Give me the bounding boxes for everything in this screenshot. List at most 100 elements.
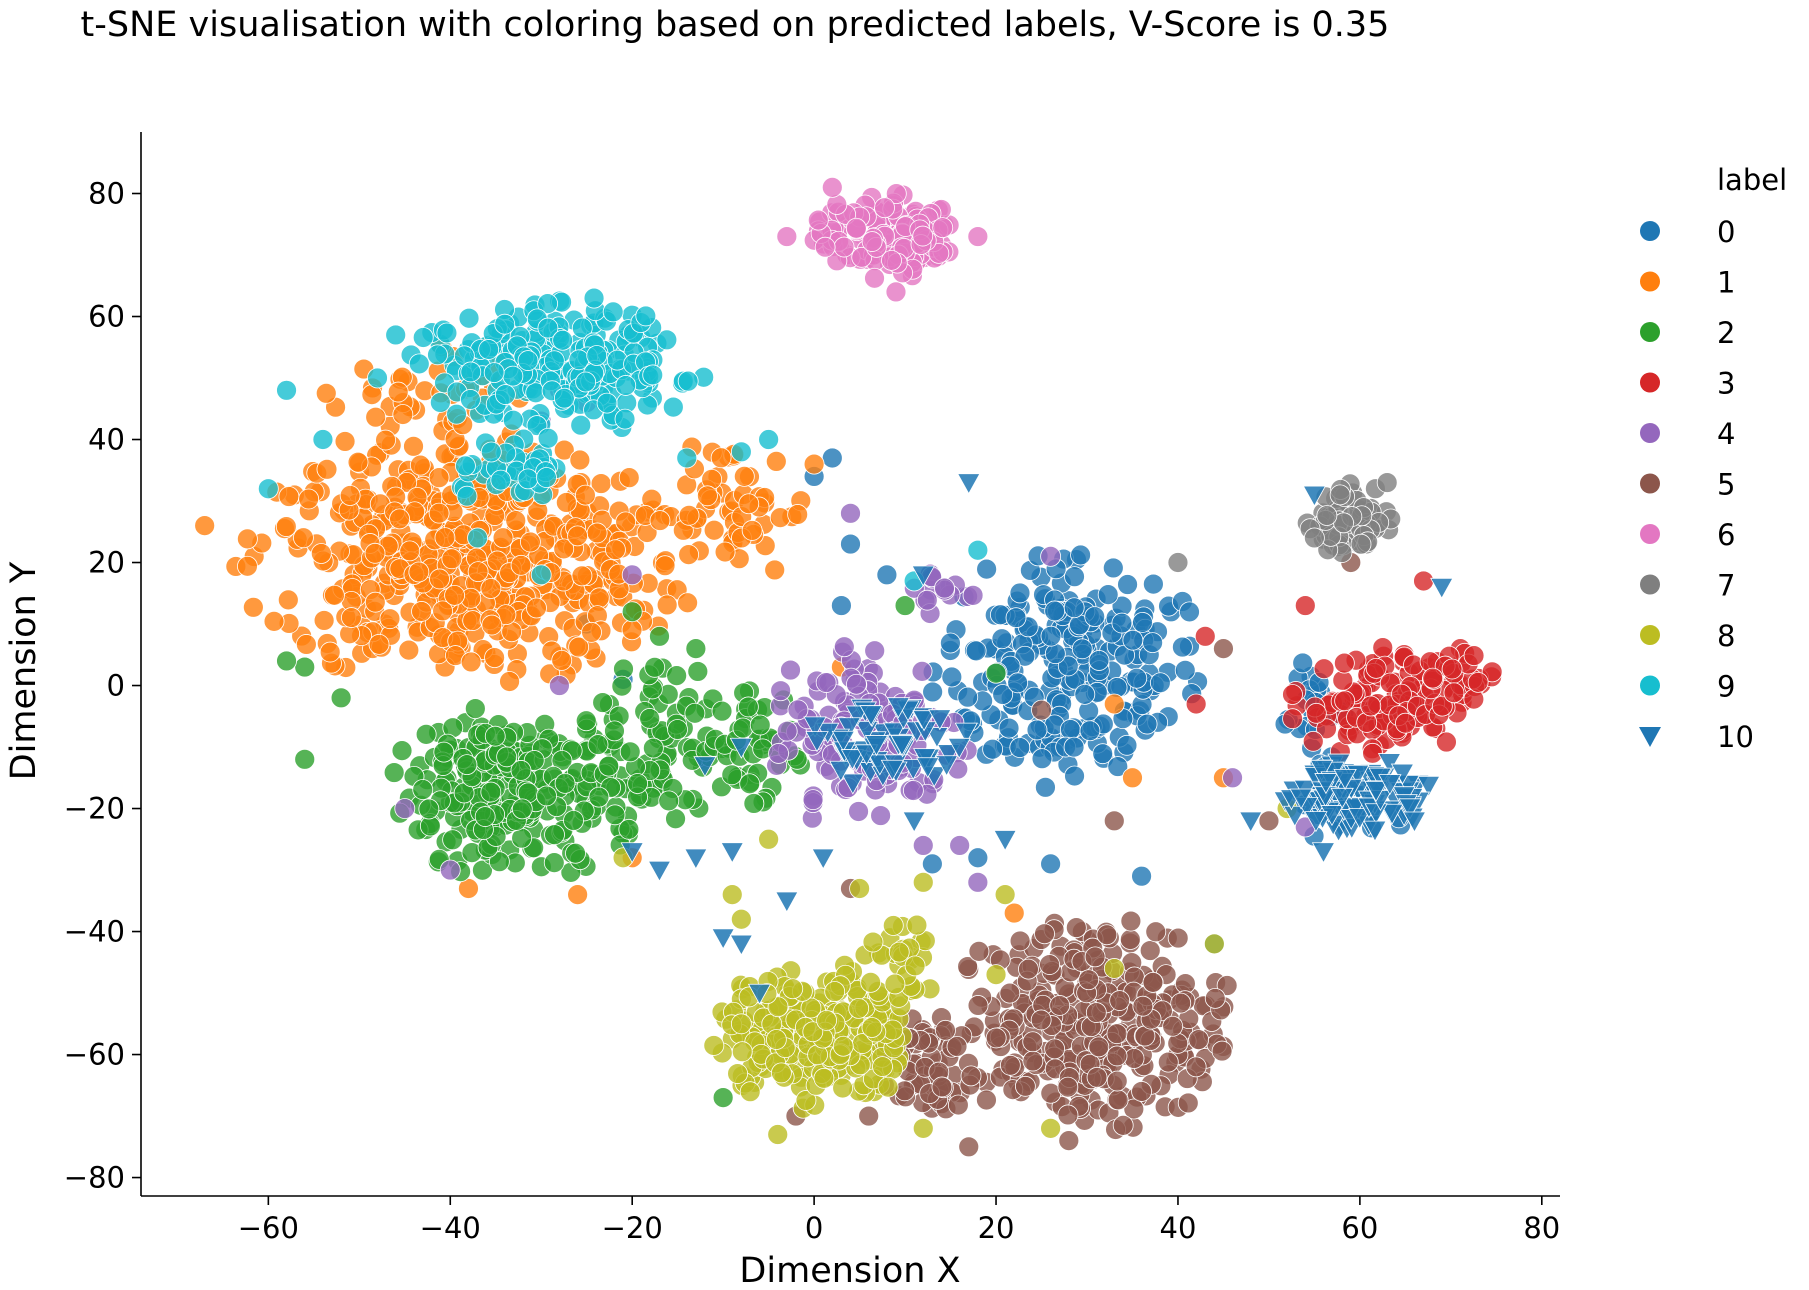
point-label-9 — [502, 409, 524, 431]
point-label-9 — [730, 441, 752, 463]
point-label-4 — [911, 660, 933, 682]
x-tick-label: −20 — [602, 1211, 663, 1245]
point-label-0 — [1007, 672, 1029, 694]
series-5 — [785, 552, 1362, 1158]
point-label-4 — [768, 743, 789, 764]
point-label-4 — [870, 805, 892, 826]
point-label-1 — [621, 619, 643, 641]
point-label-9 — [596, 392, 618, 414]
point-label-8 — [813, 1067, 835, 1089]
point-label-2 — [383, 762, 405, 783]
point-label-7 — [1316, 505, 1338, 526]
point-label-9 — [552, 329, 574, 351]
legend-items: 0 1 2 3 4 5 6 7 8 9 10 — [1639, 215, 1754, 754]
point-label-5 — [946, 1036, 968, 1057]
point-label-2 — [611, 675, 633, 697]
point-label-1 — [765, 451, 787, 472]
point-label-0 — [1026, 719, 1048, 741]
point-label-2 — [739, 773, 761, 795]
point-label-1 — [324, 584, 345, 606]
point-label-8 — [739, 1081, 761, 1103]
point-label-9 — [367, 367, 388, 389]
point-label-8 — [861, 1017, 883, 1038]
point-label-1 — [194, 515, 216, 537]
point-label-0 — [831, 595, 852, 616]
point-label-9 — [571, 317, 593, 339]
point-label-0 — [976, 558, 998, 580]
point-label-1 — [389, 508, 410, 530]
legend-marker — [1640, 271, 1660, 292]
point-label-8 — [888, 941, 910, 963]
point-label-5 — [1018, 958, 1039, 980]
point-label-1 — [618, 467, 640, 489]
point-label-8 — [860, 971, 882, 993]
point-label-1 — [403, 435, 424, 457]
point-label-5 — [1086, 1066, 1108, 1088]
point-label-1 — [697, 485, 718, 507]
point-label-9 — [517, 468, 539, 490]
point-label-3 — [1431, 695, 1453, 717]
point-label-1 — [428, 467, 450, 489]
point-label-3 — [1305, 702, 1327, 724]
point-label-2 — [658, 790, 680, 812]
point-label-0 — [967, 847, 989, 869]
point-label-9 — [467, 527, 488, 549]
point-label-2 — [575, 710, 597, 732]
legend: label 0 1 2 3 4 5 6 7 8 9 10 — [1639, 163, 1787, 754]
point-label-0 — [1031, 748, 1053, 770]
point-label-9 — [536, 467, 557, 488]
point-label-10 — [886, 697, 911, 719]
point-label-10 — [831, 730, 856, 752]
point-label-2 — [894, 595, 916, 616]
point-label-2 — [472, 859, 493, 881]
point-label-2 — [627, 773, 648, 794]
legend-marker — [1640, 524, 1660, 544]
series-7 — [1167, 472, 1402, 573]
point-label-5 — [1106, 1023, 1128, 1045]
point-label-1 — [605, 539, 626, 561]
point-label-1 — [481, 614, 503, 636]
point-label-9 — [517, 350, 539, 371]
point-label-1 — [467, 561, 489, 583]
point-label-3 — [1333, 652, 1355, 674]
point-label-5 — [1216, 975, 1238, 996]
point-label-10 — [829, 760, 853, 782]
point-label-5 — [999, 1054, 1021, 1076]
point-label-5 — [1112, 1114, 1134, 1136]
point-label-1 — [368, 633, 390, 655]
point-label-10 — [1348, 808, 1372, 830]
y-axis-label: Dimension Y — [4, 561, 44, 780]
point-label-0 — [1040, 625, 1062, 647]
point-label-2 — [737, 696, 759, 718]
point-label-0 — [1116, 734, 1138, 756]
point-label-4 — [934, 577, 955, 599]
point-label-0 — [1063, 736, 1085, 758]
point-label-2 — [743, 793, 765, 814]
point-label-1 — [334, 431, 356, 452]
point-label-8 — [1040, 1117, 1062, 1139]
point-label-2 — [619, 741, 641, 763]
point-label-5 — [1131, 1081, 1152, 1102]
point-label-5 — [1185, 1056, 1207, 1078]
point-label-5 — [1162, 1015, 1184, 1037]
point-label-1 — [339, 485, 361, 506]
legend-label: 10 — [1717, 720, 1754, 754]
point-label-6 — [885, 281, 907, 303]
point-label-10 — [1390, 763, 1415, 785]
legend-item-4: 4 — [1640, 417, 1735, 451]
point-label-10 — [647, 860, 672, 882]
point-label-5 — [1211, 1040, 1233, 1062]
point-label-5 — [1107, 1089, 1129, 1111]
y-tick-label: 60 — [88, 300, 125, 334]
point-label-6 — [885, 183, 907, 205]
point-label-6 — [874, 197, 895, 219]
point-label-10 — [747, 983, 772, 1005]
point-label-6 — [912, 225, 934, 247]
point-label-1 — [714, 541, 736, 563]
legend-marker — [1640, 675, 1660, 696]
point-label-2 — [665, 808, 686, 830]
point-label-9 — [408, 353, 430, 375]
point-label-3 — [1282, 708, 1303, 730]
point-label-1 — [429, 568, 450, 590]
point-label-0 — [1084, 606, 1106, 628]
